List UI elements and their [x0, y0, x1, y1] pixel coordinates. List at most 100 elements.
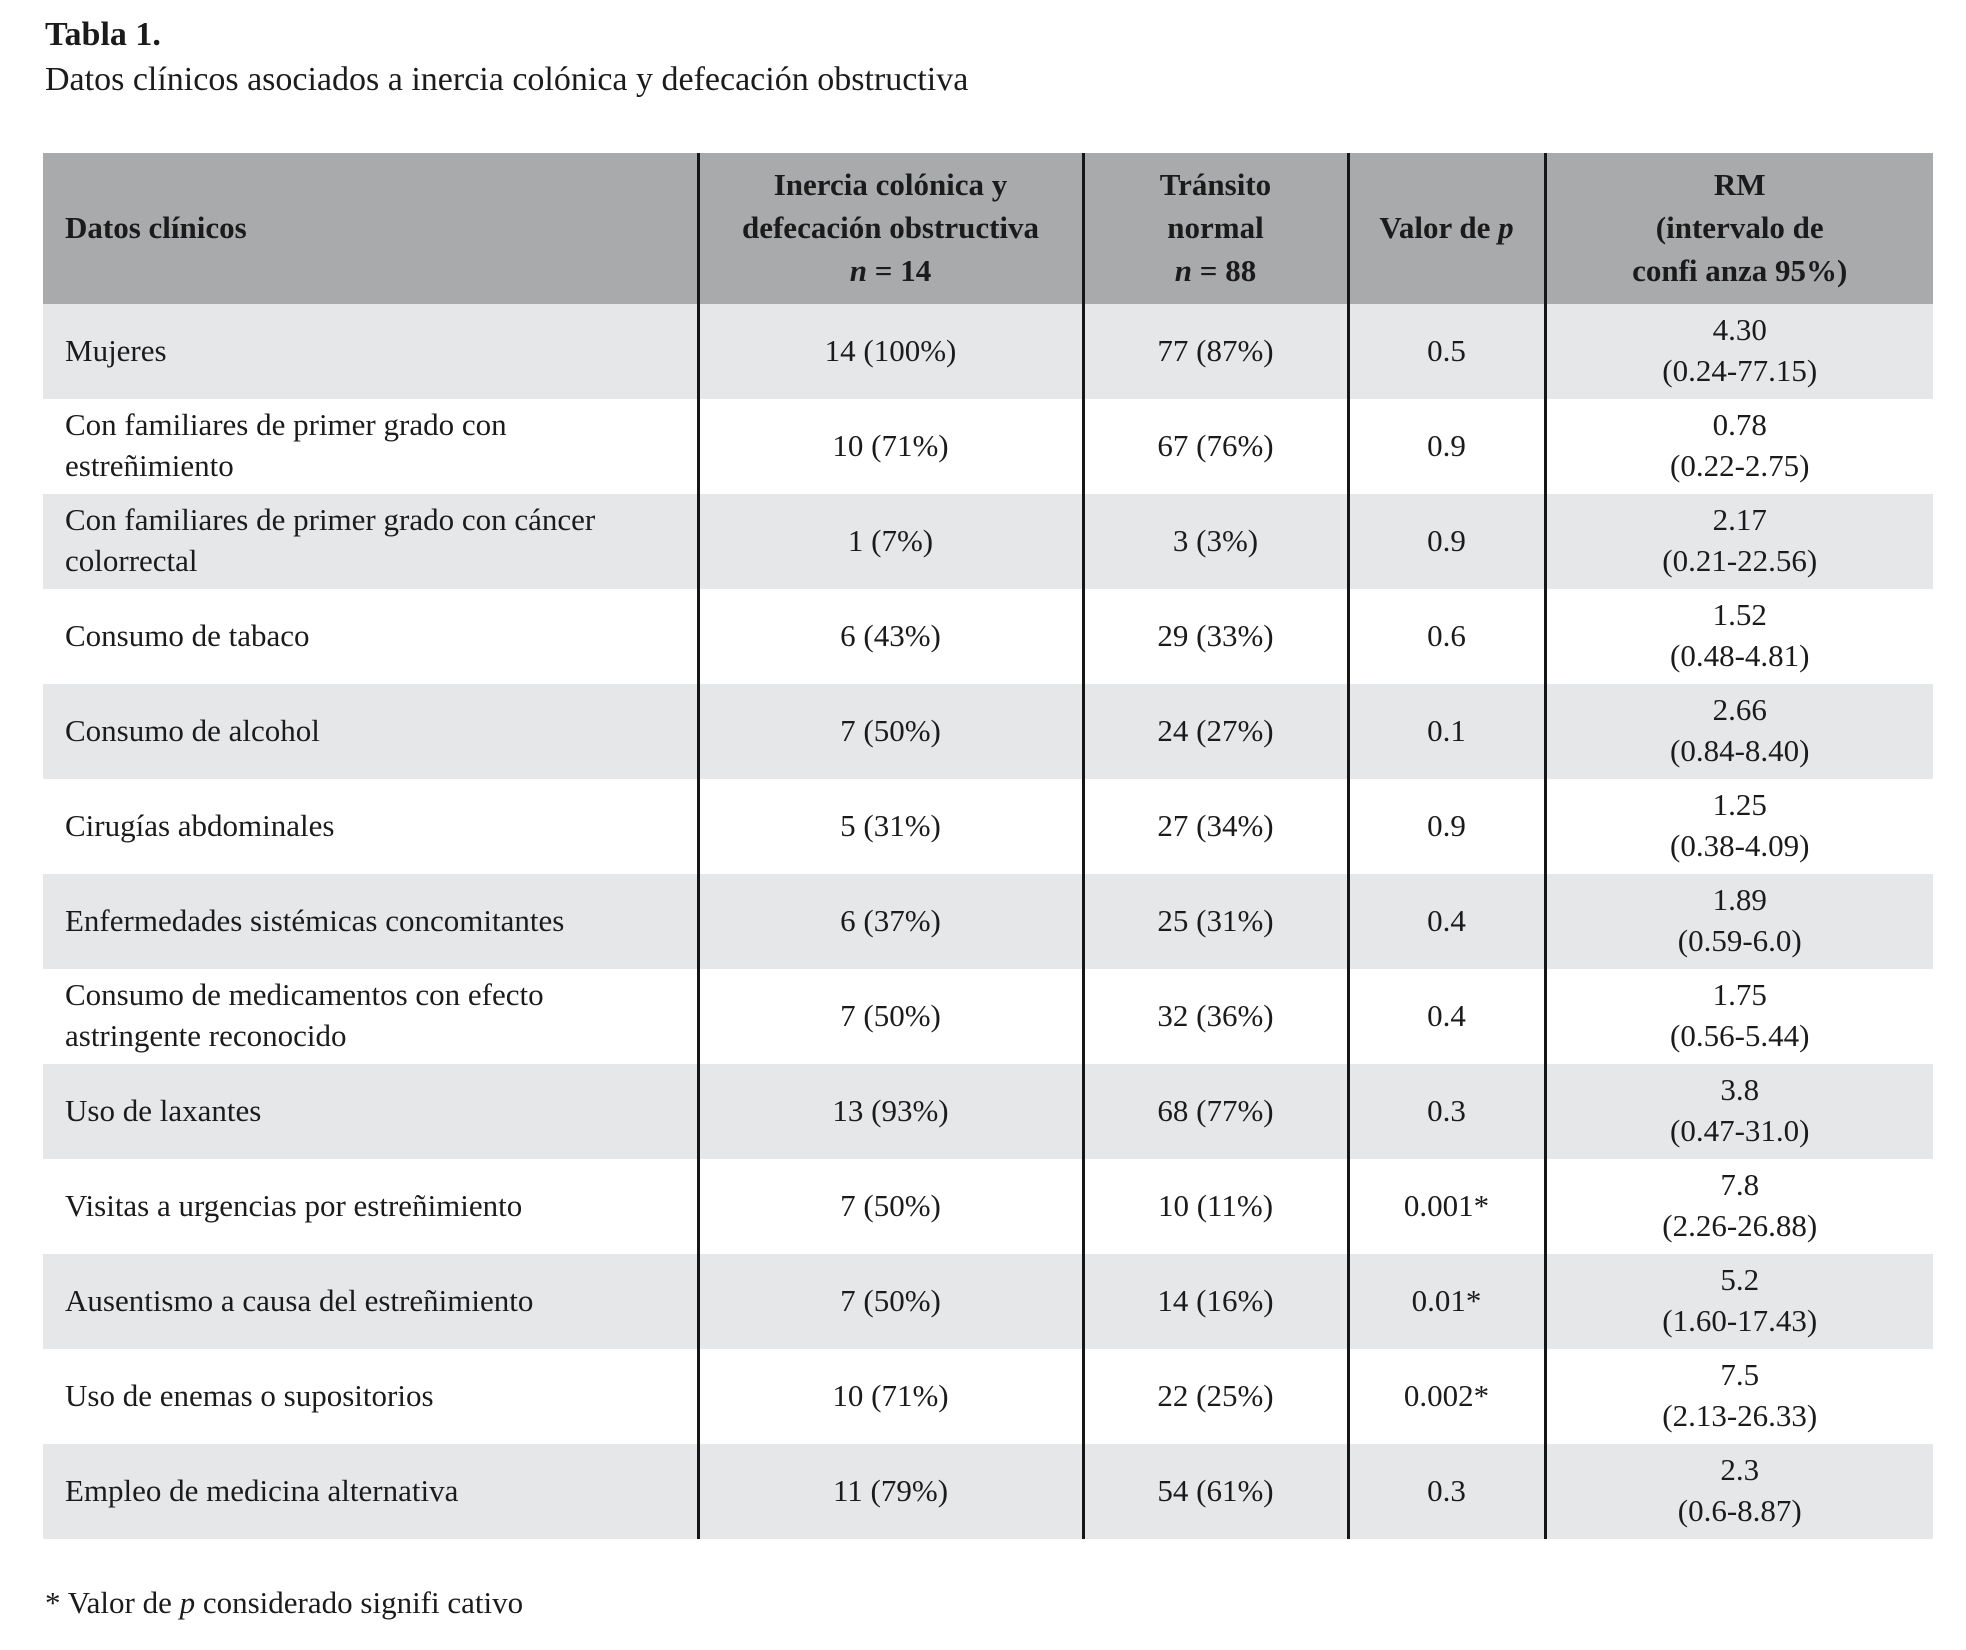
inercia-value: 7 (50%) — [696, 968, 1083, 1064]
rm-value: 4.30 (0.24-77.15) — [1543, 303, 1933, 399]
rm-value: 1.25 (0.38-4.09) — [1543, 778, 1933, 874]
table-row: Uso de enemas o supositorios 10 (71%) 22… — [43, 1348, 1933, 1444]
transito-value: 3 (3%) — [1081, 493, 1348, 589]
rm-estimate: 5.2 — [1720, 1262, 1760, 1298]
row-label: Ausentismo a causa del estreñimiento — [65, 1282, 534, 1318]
p-symbol: p — [179, 1584, 196, 1620]
header-transito-line1: Tránsito — [1159, 167, 1272, 202]
row-label: Uso de laxantes — [65, 1092, 262, 1128]
p-value: 0.3 — [1346, 1443, 1545, 1539]
transito-value: 77 (87%) — [1081, 303, 1348, 399]
rm-value: 7.5 (2.13-26.33) — [1543, 1348, 1933, 1444]
p-value: 0.5 — [1346, 303, 1545, 399]
rm-value: 1.89 (0.59-6.0) — [1543, 873, 1933, 969]
p-symbol: p — [1498, 209, 1514, 245]
rm-value: 1.75 (0.56-5.44) — [1543, 968, 1933, 1064]
transito-value: 67 (76%) — [1081, 398, 1348, 494]
n-value: = 14 — [874, 252, 932, 288]
transito-value: 10 (11%) — [1081, 1158, 1348, 1254]
rm-confidence-interval: (0.59-6.0) — [1677, 923, 1802, 959]
p-value: 0.001* — [1346, 1158, 1545, 1254]
footnote-asterisk: * — [45, 1584, 61, 1620]
rm-estimate: 2.3 — [1720, 1452, 1760, 1488]
footnote: * Valor de p considerado signifi cativo — [0, 1539, 1966, 1621]
row-label: Consumo de medicamentos con efecto astri… — [65, 977, 544, 1054]
rm-estimate: 4.30 — [1712, 312, 1767, 348]
table-row: Empleo de medicina alternativa 11 (79%) … — [43, 1443, 1933, 1539]
rm-value: 0.78 (0.22-2.75) — [1543, 398, 1933, 494]
rm-estimate: 1.25 — [1712, 787, 1767, 823]
transito-value: 68 (77%) — [1081, 1063, 1348, 1159]
row-label: Enfermedades sistémicas concomitantes — [65, 902, 565, 938]
inercia-value: 13 (93%) — [696, 1063, 1083, 1159]
n-value: = 88 — [1199, 252, 1257, 288]
rm-confidence-interval: (0.38-4.09) — [1670, 828, 1810, 864]
table-row: Enfermedades sistémicas concomitantes 6 … — [43, 873, 1933, 969]
transito-value: 54 (61%) — [1081, 1443, 1348, 1539]
inercia-value: 11 (79%) — [696, 1443, 1083, 1539]
rm-estimate: 1.75 — [1712, 977, 1767, 1013]
rm-value: 2.17 (0.21-22.56) — [1543, 493, 1933, 589]
p-value: 0.9 — [1346, 778, 1545, 874]
inercia-value: 14 (100%) — [696, 303, 1083, 399]
header-inercia-colonica: Inercia colónica y defecación obstructiv… — [696, 152, 1083, 304]
row-label: Con familiares de primer grado con cánce… — [65, 502, 596, 579]
inercia-value: 7 (50%) — [696, 683, 1083, 779]
inercia-value: 6 (37%) — [696, 873, 1083, 969]
rm-estimate: 7.8 — [1720, 1167, 1760, 1203]
transito-value: 25 (31%) — [1081, 873, 1348, 969]
p-value: 0.9 — [1346, 398, 1545, 494]
p-value: 0.4 — [1346, 873, 1545, 969]
header-row: Datos clínicos Inercia colónica y defeca… — [43, 152, 1933, 304]
rm-confidence-interval: (0.22-2.75) — [1670, 448, 1810, 484]
rm-confidence-interval: (0.48-4.81) — [1670, 638, 1810, 674]
table-row: Mujeres 14 (100%) 77 (87%) 0.5 4.30 (0.2… — [43, 303, 1933, 399]
p-value: 0.6 — [1346, 588, 1545, 684]
rm-confidence-interval: (0.47-31.0) — [1670, 1113, 1810, 1149]
header-rm-line2: (intervalo de — [1655, 209, 1824, 245]
header-inercia-n: n = 14 — [700, 250, 1082, 293]
footnote-text-pre: Valor de — [67, 1584, 172, 1620]
row-label: Visitas a urgencias por estreñimiento — [65, 1187, 523, 1223]
row-label: Uso de enemas o supositorios — [65, 1377, 434, 1413]
n-symbol: n — [1174, 252, 1193, 288]
p-value: 0.4 — [1346, 968, 1545, 1064]
inercia-value: 10 (71%) — [696, 1348, 1083, 1444]
header-transito-normal: Tránsito normal n = 88 — [1081, 152, 1348, 304]
n-symbol: n — [849, 252, 868, 288]
transito-value: 22 (25%) — [1081, 1348, 1348, 1444]
rm-confidence-interval: (2.13-26.33) — [1662, 1398, 1818, 1434]
row-label: Consumo de alcohol — [65, 712, 320, 748]
valor-de-text: Valor de — [1379, 209, 1491, 245]
header-datos-clinicos: Datos clínicos — [43, 152, 698, 304]
header-inercia-line1: Inercia colónica y — [773, 167, 1008, 202]
inercia-value: 1 (7%) — [696, 493, 1083, 589]
p-value: 0.1 — [1346, 683, 1545, 779]
inercia-value: 5 (31%) — [696, 778, 1083, 874]
row-label: Empleo de medicina alternativa — [65, 1472, 459, 1508]
table-title: Tabla 1. — [45, 16, 161, 53]
transito-value: 14 (16%) — [1081, 1253, 1348, 1349]
transito-value: 32 (36%) — [1081, 968, 1348, 1064]
rm-confidence-interval: (0.84-8.40) — [1670, 733, 1810, 769]
rm-estimate: 7.5 — [1720, 1357, 1760, 1393]
rm-confidence-interval: (1.60-17.43) — [1662, 1303, 1818, 1339]
row-label: Cirugías abdominales — [65, 807, 335, 843]
table-subtitle: Datos clínicos asociados a inercia colón… — [45, 61, 969, 99]
p-value: 0.002* — [1346, 1348, 1545, 1444]
rm-confidence-interval: (0.24-77.15) — [1662, 353, 1818, 389]
clinical-data-table: Datos clínicos Inercia colónica y defeca… — [43, 152, 1933, 1539]
p-value: 0.9 — [1346, 493, 1545, 589]
rm-estimate: 3.8 — [1720, 1072, 1760, 1108]
rm-estimate: 1.89 — [1712, 882, 1767, 918]
row-label: Consumo de tabaco — [65, 617, 310, 653]
rm-value: 2.3 (0.6-8.87) — [1543, 1443, 1933, 1539]
table-row: Uso de laxantes 13 (93%) 68 (77%) 0.3 3.… — [43, 1063, 1933, 1159]
header-rm-line1: RM — [1713, 167, 1766, 202]
rm-value: 3.8 (0.47-31.0) — [1543, 1063, 1933, 1159]
rm-estimate: 1.52 — [1712, 597, 1767, 633]
rm-value: 1.52 (0.48-4.81) — [1543, 588, 1933, 684]
rm-estimate: 2.66 — [1712, 692, 1767, 728]
inercia-value: 6 (43%) — [696, 588, 1083, 684]
header-valor-p: Valor de p — [1346, 152, 1545, 304]
